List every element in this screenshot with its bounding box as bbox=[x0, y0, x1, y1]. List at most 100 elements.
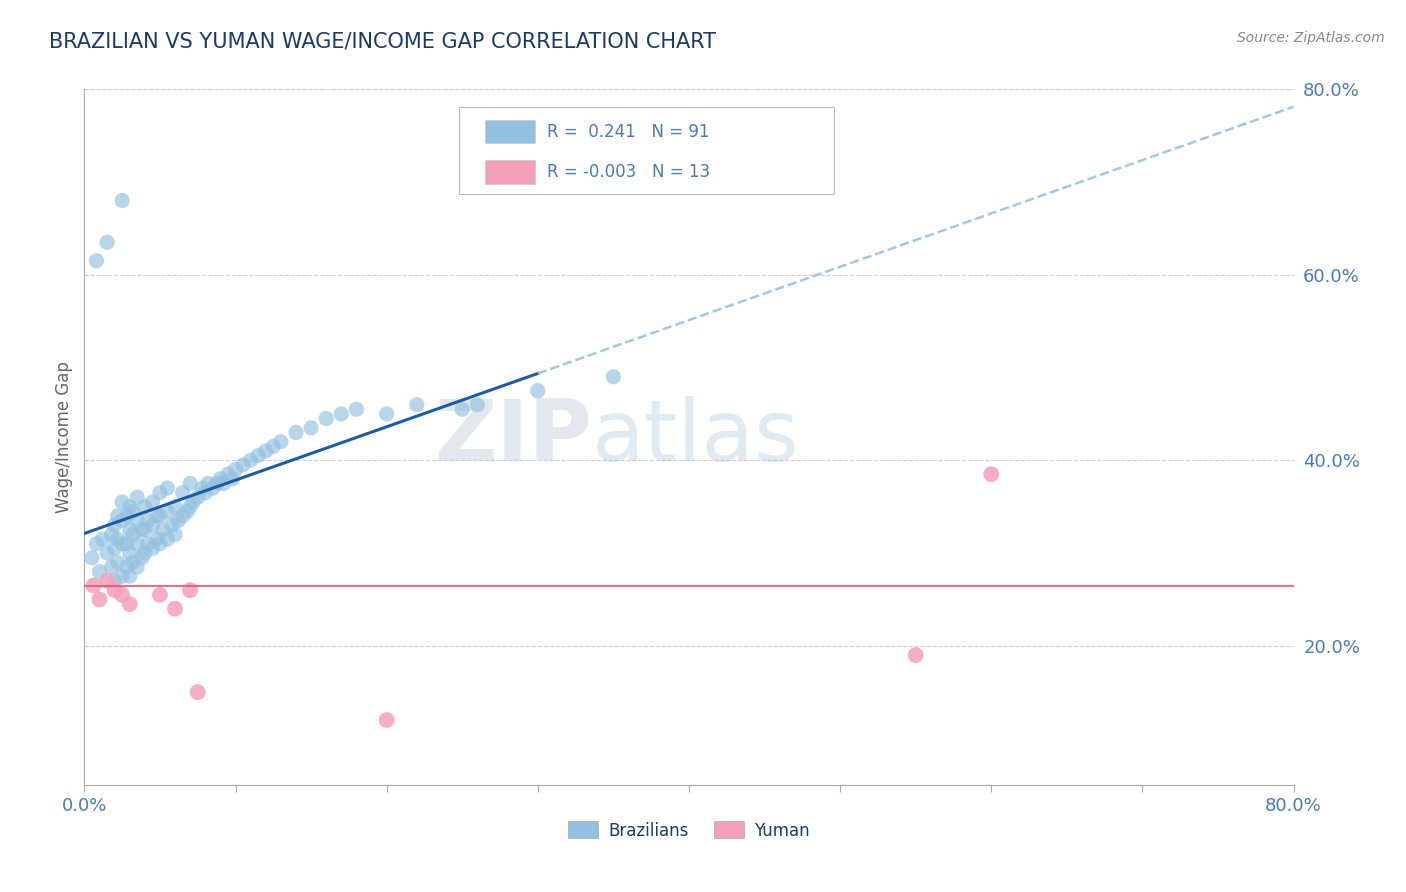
Point bbox=[118, 569, 141, 583]
Point bbox=[136, 514, 159, 528]
Point bbox=[406, 398, 429, 412]
Legend: Brazilians, Yuman: Brazilians, Yuman bbox=[562, 814, 815, 847]
Point bbox=[254, 444, 277, 458]
Point bbox=[602, 369, 624, 384]
Point bbox=[346, 402, 368, 417]
Point bbox=[149, 485, 172, 500]
Point bbox=[187, 491, 209, 505]
Point bbox=[149, 508, 172, 523]
Point bbox=[86, 253, 108, 268]
Point bbox=[118, 500, 141, 514]
Point bbox=[149, 588, 172, 602]
Point bbox=[89, 592, 111, 607]
Point bbox=[375, 407, 398, 421]
FancyBboxPatch shape bbox=[485, 120, 536, 144]
Point bbox=[134, 500, 156, 514]
Point bbox=[375, 713, 398, 727]
Point bbox=[141, 518, 163, 533]
Point bbox=[201, 481, 224, 495]
Point bbox=[111, 194, 134, 208]
Point bbox=[980, 467, 1002, 482]
FancyBboxPatch shape bbox=[485, 161, 536, 184]
Point bbox=[156, 481, 179, 495]
Point bbox=[146, 532, 169, 546]
Point bbox=[167, 514, 190, 528]
Point bbox=[127, 514, 149, 528]
Point bbox=[165, 601, 187, 615]
Point bbox=[111, 514, 134, 528]
Point bbox=[131, 550, 153, 565]
Text: atlas: atlas bbox=[592, 395, 800, 479]
Point bbox=[121, 555, 143, 569]
Point bbox=[121, 527, 143, 541]
Point bbox=[104, 583, 127, 598]
Point bbox=[176, 504, 198, 518]
Point bbox=[270, 434, 292, 449]
Point bbox=[247, 449, 270, 463]
Point bbox=[165, 500, 187, 514]
Point bbox=[134, 546, 156, 560]
Point bbox=[152, 523, 174, 537]
Point bbox=[194, 485, 217, 500]
Point bbox=[111, 569, 134, 583]
Point bbox=[156, 504, 179, 518]
Point bbox=[232, 458, 254, 472]
Point bbox=[104, 574, 127, 588]
Point bbox=[262, 439, 284, 453]
Point bbox=[209, 472, 232, 486]
Point bbox=[82, 578, 104, 592]
Point bbox=[118, 523, 141, 537]
Point bbox=[111, 588, 134, 602]
Point bbox=[146, 508, 169, 523]
Point bbox=[207, 476, 229, 491]
Point bbox=[330, 407, 353, 421]
Point bbox=[107, 532, 129, 546]
Point bbox=[89, 565, 111, 579]
Point bbox=[127, 537, 149, 551]
Point bbox=[104, 541, 127, 556]
Point bbox=[191, 481, 214, 495]
Point bbox=[115, 508, 138, 523]
Point bbox=[118, 597, 141, 611]
Point bbox=[217, 467, 239, 482]
FancyBboxPatch shape bbox=[460, 106, 834, 194]
Point bbox=[111, 537, 134, 551]
Point bbox=[179, 500, 201, 514]
Point bbox=[149, 537, 172, 551]
Point bbox=[172, 508, 194, 523]
Text: BRAZILIAN VS YUMAN WAGE/INCOME GAP CORRELATION CHART: BRAZILIAN VS YUMAN WAGE/INCOME GAP CORRE… bbox=[49, 31, 716, 51]
Point bbox=[115, 560, 138, 574]
Point bbox=[127, 491, 149, 505]
Point bbox=[100, 560, 122, 574]
Point bbox=[127, 560, 149, 574]
Point bbox=[118, 546, 141, 560]
Point bbox=[904, 648, 927, 662]
Point bbox=[107, 555, 129, 569]
Text: R =  0.241   N = 91: R = 0.241 N = 91 bbox=[547, 122, 710, 141]
Point bbox=[197, 476, 219, 491]
Point bbox=[160, 518, 183, 533]
Point bbox=[212, 476, 235, 491]
Point bbox=[172, 485, 194, 500]
Point bbox=[527, 384, 550, 398]
Point bbox=[134, 523, 156, 537]
Point bbox=[315, 411, 337, 425]
Point bbox=[131, 523, 153, 537]
Point bbox=[141, 495, 163, 509]
Point bbox=[86, 537, 108, 551]
Point bbox=[165, 527, 187, 541]
Point bbox=[80, 550, 103, 565]
Point bbox=[179, 476, 201, 491]
Text: Source: ZipAtlas.com: Source: ZipAtlas.com bbox=[1237, 31, 1385, 45]
Point bbox=[467, 398, 489, 412]
Point bbox=[285, 425, 308, 440]
Point bbox=[100, 527, 122, 541]
Point bbox=[107, 508, 129, 523]
Point bbox=[111, 495, 134, 509]
Point bbox=[96, 574, 118, 588]
Point bbox=[187, 685, 209, 699]
Text: ZIP: ZIP bbox=[434, 395, 592, 479]
Point bbox=[225, 462, 247, 476]
Point bbox=[91, 532, 114, 546]
Point bbox=[239, 453, 262, 467]
